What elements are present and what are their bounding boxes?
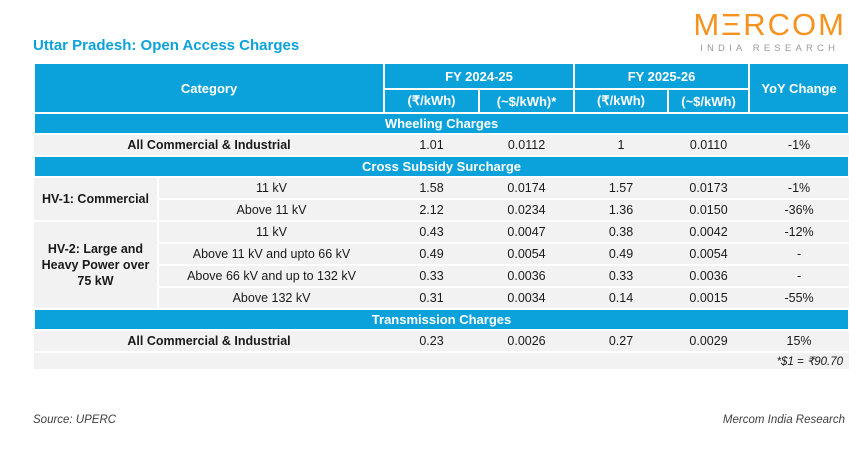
table-row: Above 132 kV 0.31 0.0034 0.14 0.0015 -55… — [34, 286, 850, 310]
row-label: All Commercial & Industrial — [34, 329, 385, 353]
cell-value: 0.0036 — [668, 264, 750, 288]
cell-yoy: -1% — [749, 176, 850, 200]
table-row: HV-1: Commercial 11 kV 1.58 0.0174 1.57 … — [34, 176, 850, 222]
cell-value: 0.0054 — [668, 242, 750, 266]
cell-value: 1 — [574, 133, 669, 157]
mercom-logo-wordmark: MΞRCOM — [693, 7, 846, 42]
cell-yoy: -1% — [749, 133, 850, 157]
cell-value: 0.43 — [384, 220, 480, 244]
cell-value: 0.0112 — [479, 133, 575, 157]
cell-yoy: - — [749, 242, 850, 266]
cell-value: 0.0042 — [668, 220, 750, 244]
cell-value: 0.33 — [574, 264, 669, 288]
header-fy-2024-25: FY 2024-25 — [383, 62, 576, 90]
section-row-cross-subsidy: Cross Subsidy Surcharge — [32, 155, 851, 178]
cell-value: 0.0110 — [668, 133, 750, 157]
table-row: All Commercial & Industrial 0.23 0.0026 … — [34, 329, 850, 353]
cell-yoy: -55% — [749, 286, 850, 310]
group-label-hv2: HV-2: Large and Heavy Power over 75 kW — [34, 220, 159, 310]
cell-value: 0.31 — [384, 286, 480, 310]
page-title: Uttar Pradesh: Open Access Charges — [33, 37, 300, 54]
cell-value: 1.58 — [384, 176, 480, 200]
header-fy2-usd-unit: (~$/kWh) — [667, 88, 751, 114]
header-fy1-usd-unit: (~$/kWh)* — [478, 88, 576, 114]
credit-note: Mercom India Research — [722, 414, 845, 426]
row-label: All Commercial & Industrial — [34, 133, 385, 157]
header-category: Category — [32, 62, 386, 114]
cell-yoy: - — [749, 264, 850, 288]
header-fy1-rupee-unit: (₹/kWh) — [383, 88, 481, 114]
cell-value: 0.0029 — [668, 329, 750, 353]
header-fy-2025-26: FY 2025-26 — [573, 62, 751, 90]
mercom-logo: MΞRCOM INDIA RESEARCH — [693, 9, 846, 54]
table-row: All Commercial & Industrial 1.01 0.0112 … — [34, 133, 850, 157]
cell-value: 1.01 — [384, 133, 480, 157]
mercom-logo-subtitle: INDIA RESEARCH — [700, 43, 840, 54]
cell-value: 0.0015 — [668, 286, 750, 310]
cell-value: 1.36 — [574, 198, 669, 222]
cell-value: 0.23 — [384, 329, 480, 353]
cell-value: 0.0026 — [479, 329, 575, 353]
cell-yoy: 15% — [749, 329, 850, 353]
section-title-transmission: Transmission Charges — [32, 308, 851, 331]
cell-yoy: -12% — [749, 220, 850, 244]
cell-value: 0.33 — [384, 264, 480, 288]
row-label: Above 11 kV — [158, 198, 385, 222]
table-row: Above 66 kV and up to 132 kV 0.33 0.0036… — [34, 264, 850, 288]
row-label: Above 132 kV — [158, 286, 385, 310]
row-label: Above 66 kV and up to 132 kV — [158, 264, 385, 288]
cell-value: 0.0047 — [479, 220, 575, 244]
header-fy2-rupee-unit: (₹/kWh) — [573, 88, 670, 114]
cell-value: 0.0054 — [479, 242, 575, 266]
cell-value: 2.12 — [384, 198, 480, 222]
cell-value: 0.0174 — [479, 176, 575, 200]
section-title-cross-subsidy: Cross Subsidy Surcharge — [32, 155, 851, 178]
footnote-row: *$1 = ₹90.70 — [34, 351, 850, 371]
group-label-hv1: HV-1: Commercial — [34, 176, 159, 222]
table-row: Above 11 kV and upto 66 kV 0.49 0.0054 0… — [34, 242, 850, 266]
row-label: 11 kV — [158, 220, 385, 244]
cell-value: 0.38 — [574, 220, 669, 244]
section-row-transmission: Transmission Charges — [32, 308, 851, 331]
header-yoy-change: YoY Change — [748, 62, 851, 114]
exchange-rate-footnote: *$1 = ₹90.70 — [34, 351, 850, 371]
cell-value: 0.49 — [384, 242, 480, 266]
cell-value: 0.0173 — [668, 176, 750, 200]
cell-value: 0.49 — [574, 242, 669, 266]
source-note: Source: UPERC — [33, 414, 117, 426]
cell-value: 0.0150 — [668, 198, 750, 222]
table-row: HV-2: Large and Heavy Power over 75 kW 1… — [34, 220, 850, 310]
cell-value: 0.0036 — [479, 264, 575, 288]
cell-value: 1.57 — [574, 176, 669, 200]
cell-value: 0.0034 — [479, 286, 575, 310]
table-row: Above 11 kV 2.12 0.0234 1.36 0.0150 -36% — [34, 198, 850, 222]
cell-value: 0.27 — [574, 329, 669, 353]
cell-yoy: -36% — [749, 198, 850, 222]
cell-value: 0.14 — [574, 286, 669, 310]
section-title-wheeling: Wheeling Charges — [32, 112, 851, 135]
section-row-wheeling: Wheeling Charges — [32, 112, 851, 135]
row-label: 11 kV — [158, 176, 385, 200]
cell-value: 0.0234 — [479, 198, 575, 222]
row-label: Above 11 kV and upto 66 kV — [158, 242, 385, 266]
open-access-charges-table: Category FY 2024-25 FY 2025-26 YoY Chang… — [32, 62, 851, 371]
